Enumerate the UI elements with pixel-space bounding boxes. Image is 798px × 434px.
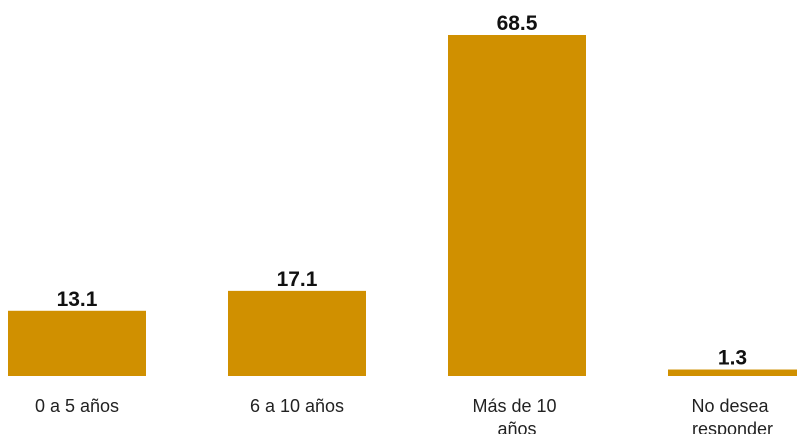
value-label: 68.5 xyxy=(497,12,538,35)
bar xyxy=(448,35,586,376)
x-tick-label: 6 a 10 años xyxy=(250,396,344,416)
bar xyxy=(228,290,366,376)
bar xyxy=(8,310,146,376)
value-label: 13.1 xyxy=(57,288,98,311)
value-label: 17.1 xyxy=(277,268,318,291)
x-tick-label: No desea responder xyxy=(691,396,773,434)
x-tick-label: 0 a 5 años xyxy=(35,396,119,416)
bar xyxy=(668,369,797,376)
x-tick-label: Más de 10 años xyxy=(472,396,561,434)
value-label: 1.3 xyxy=(718,347,747,370)
